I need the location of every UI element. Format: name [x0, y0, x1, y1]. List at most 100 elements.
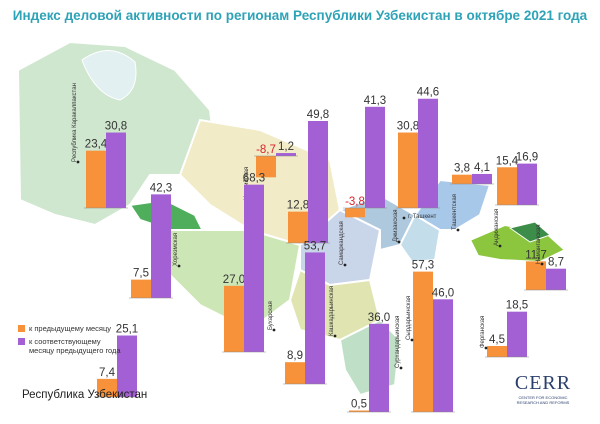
- region-3-marker: [397, 240, 401, 244]
- region-13-marker: [484, 346, 488, 350]
- region-0-value-label-1: 30,8: [105, 121, 127, 133]
- region-14-value-label-0: 7,4: [99, 367, 116, 379]
- legend: к предыдущему месяцу к соответствующему …: [18, 324, 121, 359]
- cerr-logo: CERR CENTER FOR ECONOMIC RESEARCH AND RE…: [507, 372, 579, 405]
- region-5-value-label-1: 4,1: [474, 162, 490, 174]
- region-13-region-label: Ферганская: [480, 316, 486, 348]
- region-0-bar-prev-year: [106, 132, 126, 208]
- region-8-bar-prev-month: [224, 285, 244, 352]
- region-9-value-label-0: 8,9: [287, 350, 303, 362]
- region-2-value-label-0: 12,8: [287, 200, 309, 212]
- legend-swatch-prev-year: [18, 338, 25, 345]
- region-1-value-label-0: -8,7: [256, 144, 276, 156]
- region-2-region-label: Самаркандская: [339, 221, 345, 265]
- region-6-bar-prev-month: [497, 167, 517, 205]
- logo-subtitle: CENTER FOR ECONOMIC RESEARCH AND REFORMS: [516, 395, 570, 405]
- legend-item-prev-year: к соответствующему месяцу предыдущего го…: [18, 337, 121, 355]
- region-7-region-label: Хорезмская: [173, 233, 179, 266]
- legend-label-prev-month: к предыдущему месяцу: [29, 324, 112, 333]
- region-3-bar-prev-year: [365, 106, 385, 208]
- region-2-bar-prev-month: [288, 211, 308, 243]
- region-12-bar-prev-month: [526, 261, 546, 290]
- region-7-value-label-0: 7,5: [133, 268, 149, 280]
- region-14-value-label-1: 25,1: [116, 324, 138, 336]
- region-10-marker: [399, 366, 403, 370]
- region-3-bar-prev-month: [345, 208, 365, 218]
- region-3-region-label: Джизакская: [393, 209, 399, 242]
- region-11-value-label-1: 46,0: [432, 287, 454, 299]
- region-12-value-label-1: 8,7: [548, 257, 564, 269]
- region-8-marker: [272, 328, 276, 332]
- region-4-bar-prev-month: [398, 132, 418, 208]
- region-12-bar-prev-year: [546, 268, 566, 290]
- region-0-marker: [76, 160, 80, 164]
- region-11-bar-prev-year: [433, 299, 453, 412]
- logo-brand: CERR: [514, 372, 572, 394]
- region-2-bar-prev-year: [308, 120, 328, 243]
- region-4-value-label-1: 44,6: [417, 87, 439, 99]
- region-12-region-label: Наманганская: [536, 225, 542, 265]
- region-5-bar-prev-month: [452, 174, 472, 184]
- region-8-region-label: Бухарская: [268, 301, 274, 330]
- bar-layer: 23,4 30,8 Республика Каракалпакстан -8,7 1,2…: [72, 83, 568, 413]
- aral-sea: [81, 50, 137, 101]
- region-4-bar-prev-year: [418, 98, 438, 208]
- region-13-value-label-0: 4,5: [489, 334, 505, 346]
- region-13-value-label-1: 18,5: [506, 300, 528, 312]
- region-9-bar-prev-month: [285, 362, 305, 384]
- andijan-region: [508, 221, 551, 243]
- region-7-bar-prev-month: [131, 279, 151, 298]
- region-13-bar-prev-month: [487, 345, 507, 357]
- region-8-value-label-1: 68,3: [243, 173, 265, 185]
- region-8-value-label-0: 27,0: [223, 274, 245, 286]
- region-10-value-label-0: 0,5: [351, 399, 367, 411]
- region-13-bar-prev-year: [507, 311, 527, 357]
- region-10-value-label-1: 36,0: [368, 312, 390, 324]
- legend-item-prev-month: к предыдущему месяцу: [18, 324, 121, 333]
- region-9-bar-prev-year: [305, 252, 325, 384]
- region-5-value-label-0: 3,8: [454, 163, 470, 175]
- region-14-bar-prev-year: [117, 335, 137, 397]
- region-5-bar-prev-year: [472, 173, 492, 184]
- region-8-bar-prev-year: [244, 184, 264, 352]
- region-6-marker: [498, 244, 502, 248]
- region-9-region-label: Кашкадарьинская: [329, 286, 335, 336]
- region-7-value-label-1: 42,3: [150, 182, 172, 194]
- region-9-value-label-1: 53,7: [304, 240, 326, 252]
- region-11-marker: [410, 338, 414, 342]
- syrdarya-region: [398, 213, 442, 264]
- region-6-value-label-0: 15,4: [496, 155, 519, 167]
- region-1-bar-prev-month: [256, 156, 276, 178]
- legend-swatch-prev-month: [18, 325, 25, 332]
- region-14-bar-prev-month: [97, 378, 117, 397]
- region-6-value-label-1: 16,9: [516, 152, 538, 164]
- region-5-marker: [456, 228, 460, 232]
- region-2-value-label-1: 49,8: [307, 109, 329, 121]
- region-11-value-label-0: 57,3: [412, 260, 434, 272]
- region-7-marker: [177, 264, 181, 268]
- legend-label-prev-year: к соответствующему месяцу предыдущего го…: [29, 337, 121, 355]
- region-4-marker: [402, 216, 406, 220]
- region-10-bar-prev-year: [369, 323, 389, 412]
- region-9-marker: [333, 334, 337, 338]
- region-10-region-label: Сурхандарьинская: [395, 316, 401, 368]
- region-4-region-label: г. Ташкент: [408, 214, 437, 220]
- region-3-value-label-0: -3,8: [345, 196, 365, 208]
- region-4-value-label-0: 30,8: [397, 121, 419, 133]
- region-11-region-label: Сырдарьинская: [406, 296, 412, 340]
- region-10-bar-prev-month: [349, 410, 369, 412]
- region-12-value-label-0: 11,7: [525, 249, 547, 261]
- region-1-bar-prev-year: [276, 153, 296, 156]
- region-6-bar-prev-year: [517, 163, 537, 205]
- region-1-value-label-1: 1,2: [278, 141, 294, 153]
- region-3-value-label-1: 41,3: [364, 95, 386, 107]
- region-0-bar-prev-month: [86, 150, 106, 208]
- region-0-region-label: Республика Каракалпакстан: [72, 83, 78, 162]
- region-6-region-label: Андижанская: [494, 209, 500, 246]
- region-7-bar-prev-year: [151, 194, 171, 298]
- region-2-marker: [343, 263, 347, 267]
- chart-title: Индекс деловой активности по регионам Ре…: [12, 8, 588, 23]
- region-1-region-label: Навоийская: [243, 167, 250, 200]
- region-0-value-label-0: 23,4: [85, 139, 108, 151]
